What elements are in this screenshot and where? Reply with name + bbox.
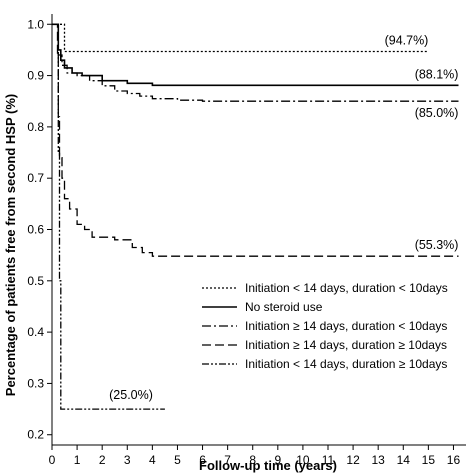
y-tick-label: 0.3	[27, 376, 44, 390]
legend-label-2: No steroid use	[245, 300, 323, 314]
legend-label-1: Initiation < 14 days, duration < 10days	[245, 281, 448, 295]
series-line-5	[52, 23, 165, 410]
end-labels: (94.7%) (88.1%) (85.0%) (55.3%) (25.0%)	[109, 33, 458, 402]
end-label-4: (55.3%)	[415, 238, 459, 252]
end-label-3: (85.0%)	[415, 106, 459, 120]
x-tick-label: 1	[74, 453, 81, 467]
series-line-4	[52, 23, 459, 257]
legend: Initiation < 14 days, duration < 10days N…	[202, 281, 448, 371]
x-tick-label: 9	[274, 453, 281, 467]
y-tick-label: 0.8	[27, 120, 44, 134]
y-tick-label: 1.0	[27, 17, 44, 31]
end-label-1: (94.7%)	[385, 33, 429, 47]
x-tick-label: 2	[99, 453, 106, 467]
y-axis-title: Percentage of patients free from second …	[3, 94, 18, 396]
y-tick-label: 0.9	[27, 69, 44, 83]
x-tick-label: 5	[174, 453, 181, 467]
x-tick-label: 13	[372, 453, 386, 467]
y-tick-label: 0.4	[27, 325, 44, 339]
x-tick-label: 11	[322, 453, 335, 467]
legend-label-5: Initiation < 14 days, duration ≥ 10days	[245, 357, 447, 371]
x-tick-label: 8	[249, 453, 256, 467]
end-label-5: (25.0%)	[109, 388, 153, 402]
x-tick-label: 7	[224, 453, 231, 467]
axes: 0.20.30.40.50.60.70.80.91.0 0 1 2 3 4 5 6 7 8 9 10…	[27, 14, 466, 467]
y-tick-label: 0.5	[27, 274, 44, 288]
x-tick-label: 16	[447, 453, 461, 467]
x-ticks: 0 1 2 3 4 5 6 7 8 9 10 11 12 13 14 15 16	[49, 445, 461, 467]
x-tick-label: 12	[346, 453, 360, 467]
x-tick-label: 14	[397, 453, 411, 467]
x-tick-label: 3	[124, 453, 131, 467]
x-tick-label: 10	[296, 453, 310, 467]
y-tick-label: 0.6	[27, 223, 44, 237]
x-tick-label: 15	[422, 453, 436, 467]
series-line-1	[52, 23, 429, 53]
end-label-2: (88.1%)	[415, 67, 459, 81]
y-tick-label: 0.7	[27, 171, 44, 185]
y-tick-label: 0.2	[27, 428, 44, 442]
x-axis-title: Follow-up time (years)	[199, 458, 337, 473]
series-line-3	[52, 23, 459, 102]
series-layer	[52, 23, 459, 410]
x-tick-label: 0	[49, 453, 56, 467]
x-tick-label: 4	[149, 453, 156, 467]
y-ticks: 0.2 0.3 0.4 0.5 0.6 0.7 0.8 0.9 1.0	[27, 17, 52, 442]
legend-label-3: Initiation ≥ 14 days, duration < 10days	[245, 319, 447, 333]
x-tick-label: 6	[199, 453, 206, 467]
legend-label-4: Initiation ≥ 14 days, duration ≥ 10days	[245, 338, 447, 352]
